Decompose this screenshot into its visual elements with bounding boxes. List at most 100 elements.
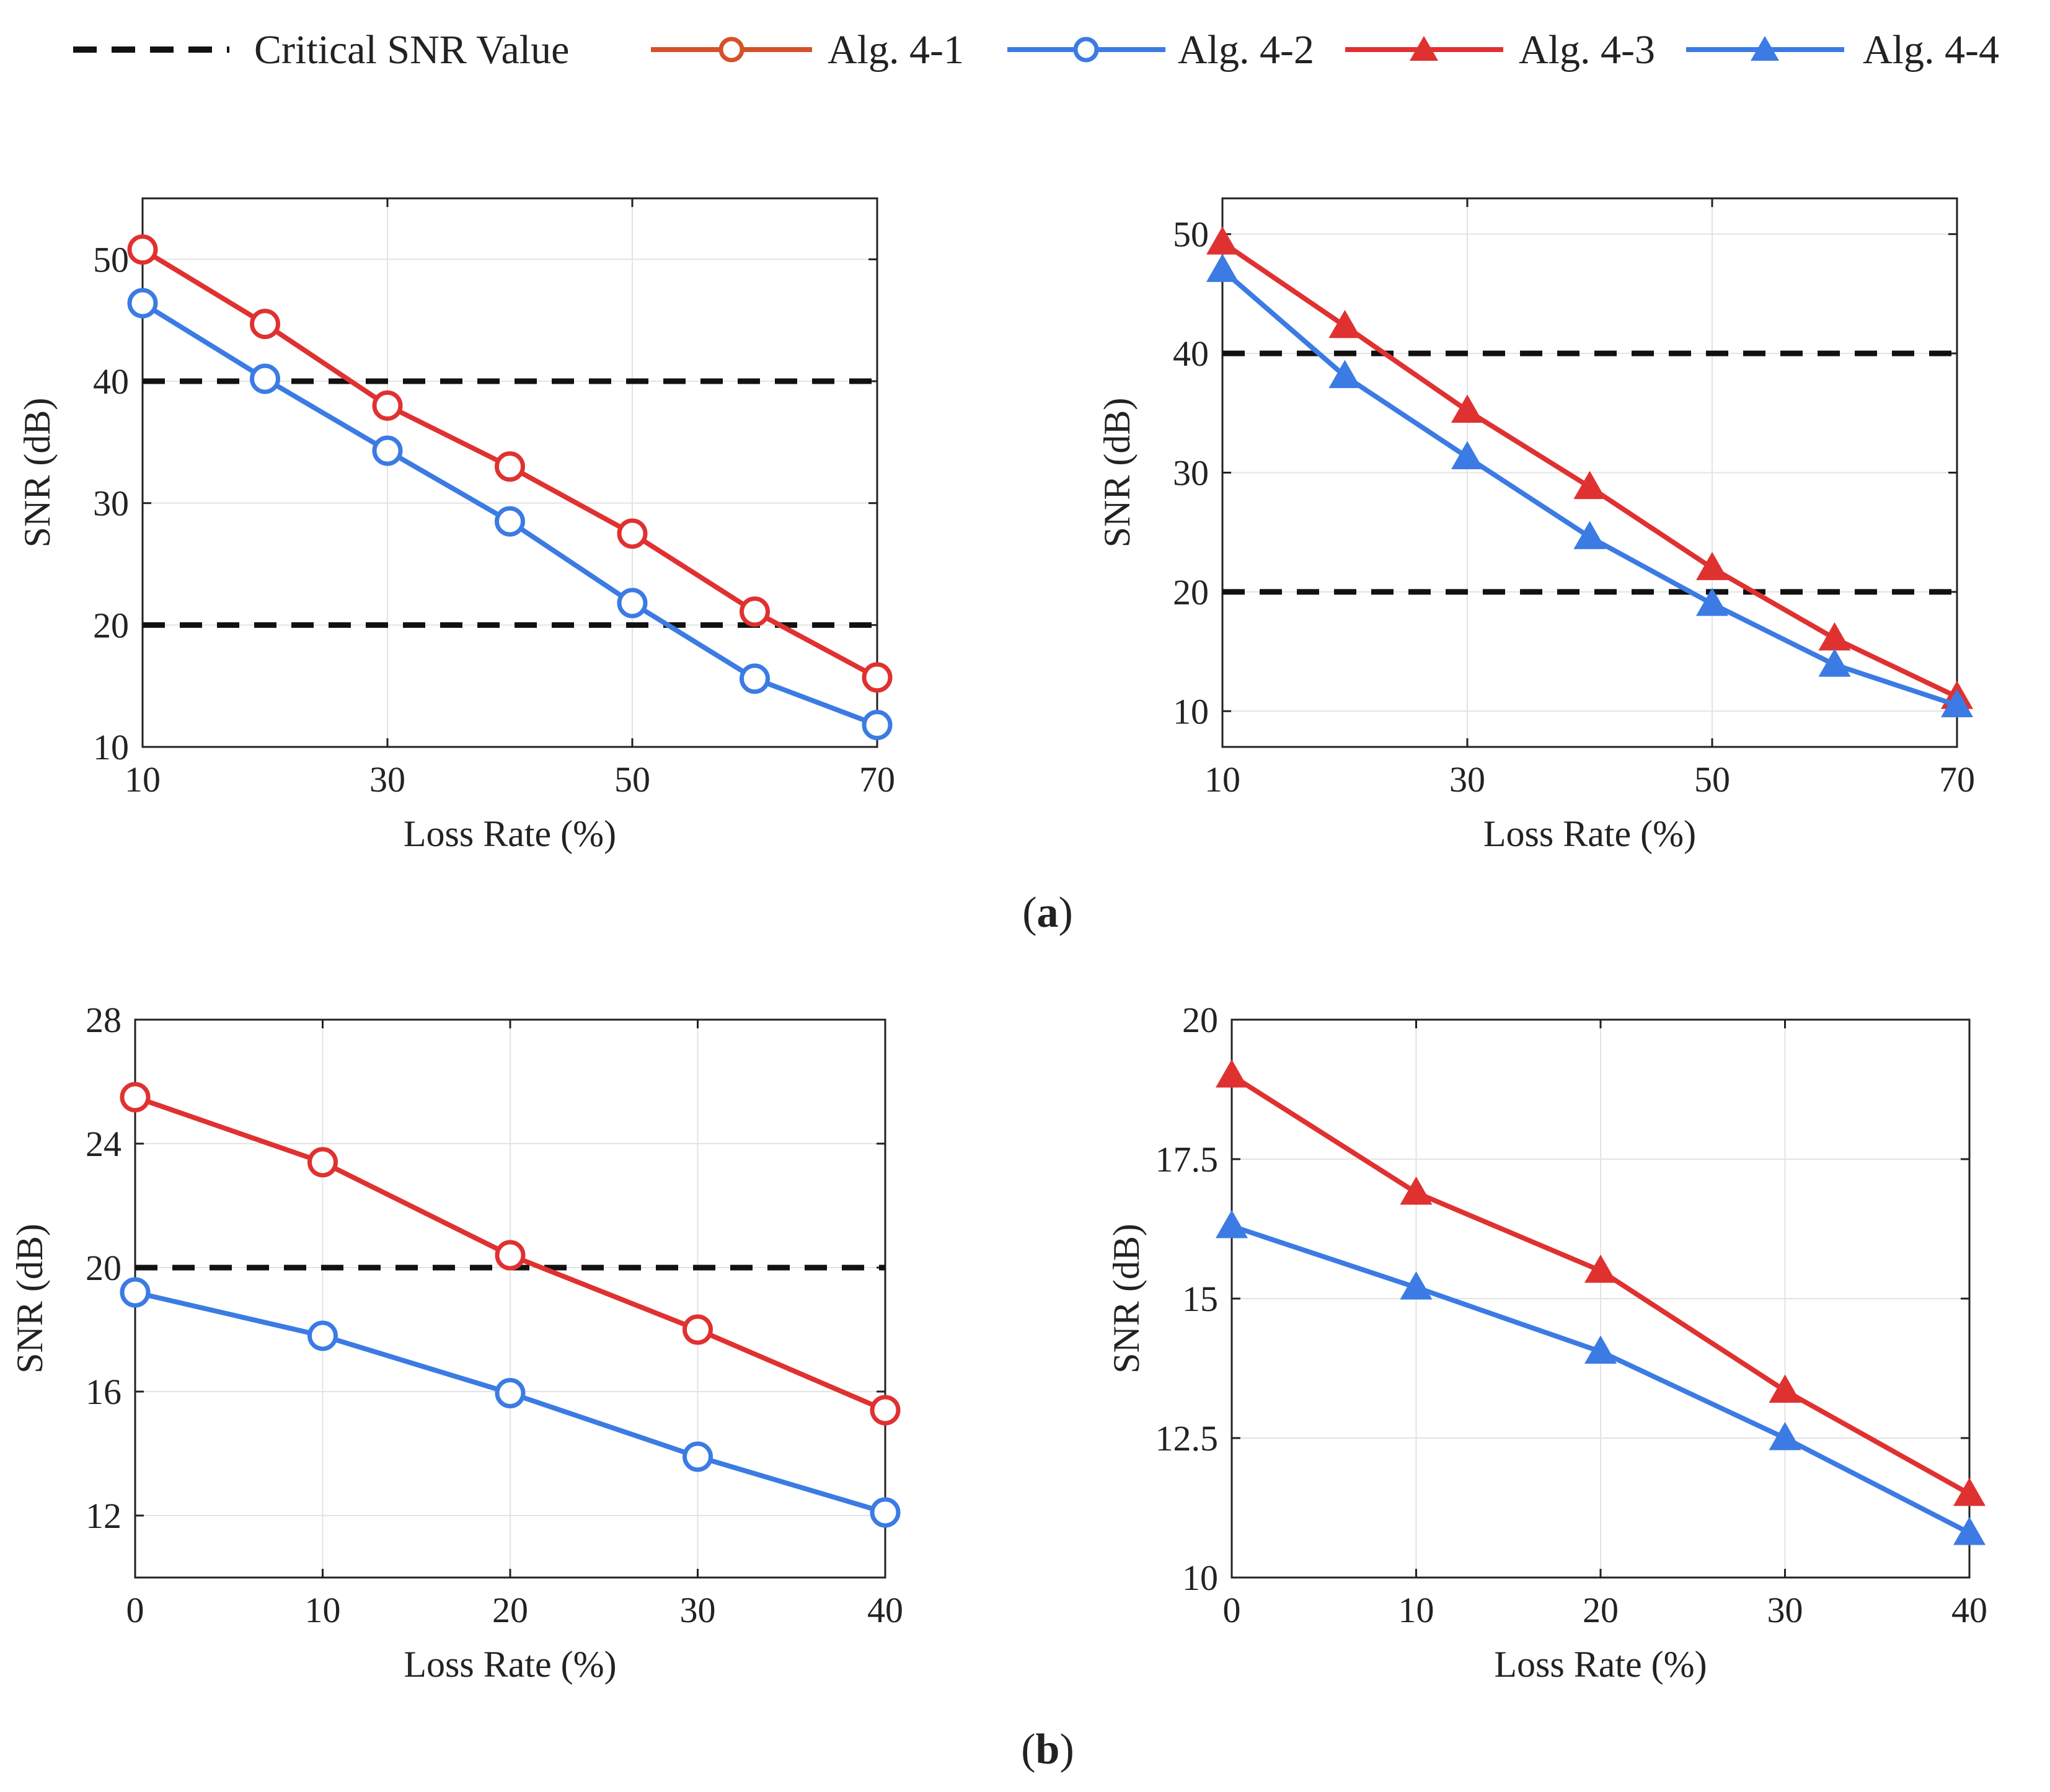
point-alg-4-2-x60: [740, 663, 770, 694]
x-tick-label-70: 70: [859, 759, 895, 800]
legend-item-alg-4-2: Alg. 4-2: [1007, 27, 1314, 73]
legend-label-alg-4-4: Alg. 4-4: [1863, 27, 1999, 73]
point-alg-4-2-x20: [250, 363, 280, 394]
x-tick-label-40: 40: [1951, 1590, 1987, 1630]
y-axis-label: SNR (dB): [1097, 398, 1138, 548]
point-alg-4-1-x10: [127, 234, 158, 265]
y-tick-label-10: 10: [1173, 691, 1209, 731]
point-alg-4-2-x40: [870, 1497, 901, 1528]
panel-label-b-open: (: [1021, 1726, 1035, 1773]
point-alg-4-1-x70: [862, 662, 893, 693]
x-tick-label-30: 30: [680, 1590, 716, 1630]
y-tick-label-40: 40: [93, 361, 129, 402]
x-tick-label-20: 20: [492, 1590, 528, 1630]
panel-label-b-close: ): [1059, 1726, 1074, 1773]
point-alg-4-3-x40: [1573, 470, 1606, 500]
x-axis-label: Loss Rate (%): [404, 1644, 616, 1685]
point-alg-4-4-x40: [1953, 1517, 1986, 1545]
series-alg-4-3: [1206, 226, 1973, 709]
x-axis-label: Loss Rate (%): [1483, 813, 1696, 854]
point-alg-4-3-x10: [1400, 1176, 1433, 1205]
series-alg-4-1: [127, 234, 893, 693]
legend-item-alg-4-4: Alg. 4-4: [1686, 27, 1999, 73]
y-tick-label-16: 16: [86, 1372, 121, 1412]
point-alg-4-1-x30: [372, 390, 403, 421]
x-axis-label: Loss Rate (%): [1494, 1644, 1707, 1685]
point-alg-4-1-x20: [495, 1240, 526, 1271]
y-tick-label-12-5: 12.5: [1155, 1418, 1219, 1459]
y-tick-label-20: 20: [1173, 572, 1209, 612]
point-alg-4-3-x40: [1953, 1478, 1986, 1506]
point-alg-4-1-x40: [870, 1395, 901, 1426]
point-alg-4-1-x10: [307, 1147, 338, 1178]
series-alg-4-2: [127, 288, 893, 741]
panel-label-b-letter: b: [1036, 1726, 1060, 1773]
point-alg-4-2-x30: [683, 1441, 713, 1472]
series-alg-4-1: [120, 1082, 901, 1426]
x-tick-label-0: 0: [1223, 1590, 1241, 1630]
point-alg-4-4-x0: [1216, 1210, 1248, 1238]
x-tick-label-10: 10: [1398, 1590, 1434, 1630]
panel-label-b: (b): [1021, 1726, 1074, 1773]
y-tick-label-20: 20: [93, 605, 129, 645]
point-alg-4-1-x20: [250, 309, 280, 340]
panel-label-a-open: (: [1022, 889, 1036, 937]
y-tick-label-10: 10: [1182, 1558, 1218, 1598]
panel-label-a-letter: a: [1037, 889, 1059, 937]
y-tick-label-12: 12: [86, 1496, 121, 1536]
legend-marker-alg-4-1: [718, 37, 744, 63]
point-alg-4-3-x30: [1769, 1374, 1801, 1403]
chart-a-right: 10 30 50 70 10 20 30 40 50 Loss Rate (%) SNR (dB): [1097, 197, 1975, 854]
y-tick-label-10: 10: [93, 727, 129, 767]
y-tick-label-20: 20: [86, 1248, 121, 1288]
point-alg-4-1-x40: [495, 451, 525, 482]
point-alg-4-3-x10: [1206, 226, 1239, 255]
point-alg-4-4-x20: [1584, 1335, 1617, 1364]
y-axis-label: SNR (dB): [9, 1224, 50, 1374]
y-tick-label-40: 40: [1173, 333, 1209, 374]
x-tick-label-10: 10: [305, 1590, 341, 1630]
x-tick-label-10: 10: [1204, 759, 1240, 800]
y-tick-label-15: 15: [1182, 1279, 1218, 1319]
y-axis-label: SNR (dB): [1106, 1224, 1147, 1374]
point-alg-4-1-x60: [740, 596, 770, 627]
y-tick-label-20: 20: [1182, 1000, 1218, 1040]
y-tick-label-17-5: 17.5: [1155, 1139, 1219, 1180]
point-alg-4-2-x30: [372, 435, 403, 466]
y-tick-label-30: 30: [1173, 453, 1209, 493]
chart-a-left: 10 30 50 70 10 20 30 40 50 Loss Rate (%) SNR (dB): [17, 197, 895, 854]
point-alg-4-2-x50: [617, 588, 648, 619]
x-tick-label-50: 50: [614, 759, 650, 800]
x-tick-label-30: 30: [1449, 759, 1485, 800]
y-tick-label-50: 50: [93, 239, 129, 280]
x-axis-label: Loss Rate (%): [404, 813, 616, 854]
y-tick-label-50: 50: [1173, 214, 1209, 255]
plot-frame: [141, 197, 878, 748]
point-alg-4-4-x50: [1696, 588, 1728, 616]
point-alg-4-4-x60: [1818, 648, 1851, 677]
point-alg-4-2-x10: [127, 288, 158, 319]
x-tick-label-0: 0: [126, 1590, 144, 1630]
point-alg-4-2-x0: [120, 1277, 151, 1308]
x-tick-label-10: 10: [125, 759, 161, 800]
point-alg-4-4-x70: [1941, 689, 1973, 718]
legend-marker-alg-4-3: [1410, 36, 1438, 61]
x-tick-label-30: 30: [1767, 1590, 1803, 1630]
series-alg-4-4: [1216, 1210, 1986, 1545]
point-alg-4-3-x60: [1818, 622, 1851, 651]
point-alg-4-2-x70: [862, 710, 893, 741]
chart-b-left: 0 10 20 30 40 12 16 20 24 28 Loss Rate (%) SNR (dB): [9, 1000, 903, 1685]
point-alg-4-1-x50: [617, 518, 648, 549]
series-alg-4-3: [1216, 1059, 1986, 1506]
legend: Critical SNR Value Alg. 4-1 Alg. 4-2 Alg…: [73, 27, 1999, 73]
legend-critical-label: Critical SNR Value: [254, 27, 569, 73]
point-alg-4-4-x10: [1400, 1271, 1433, 1300]
legend-label-alg-4-2: Alg. 4-2: [1178, 27, 1314, 73]
series-alg-4-2: [120, 1277, 901, 1528]
point-alg-4-1-x0: [120, 1082, 151, 1113]
x-tick-label-40: 40: [867, 1590, 903, 1630]
y-tick-label-28: 28: [86, 1000, 121, 1040]
legend-label-alg-4-3: Alg. 4-3: [1519, 27, 1655, 73]
series-alg-4-4: [1206, 254, 1973, 718]
